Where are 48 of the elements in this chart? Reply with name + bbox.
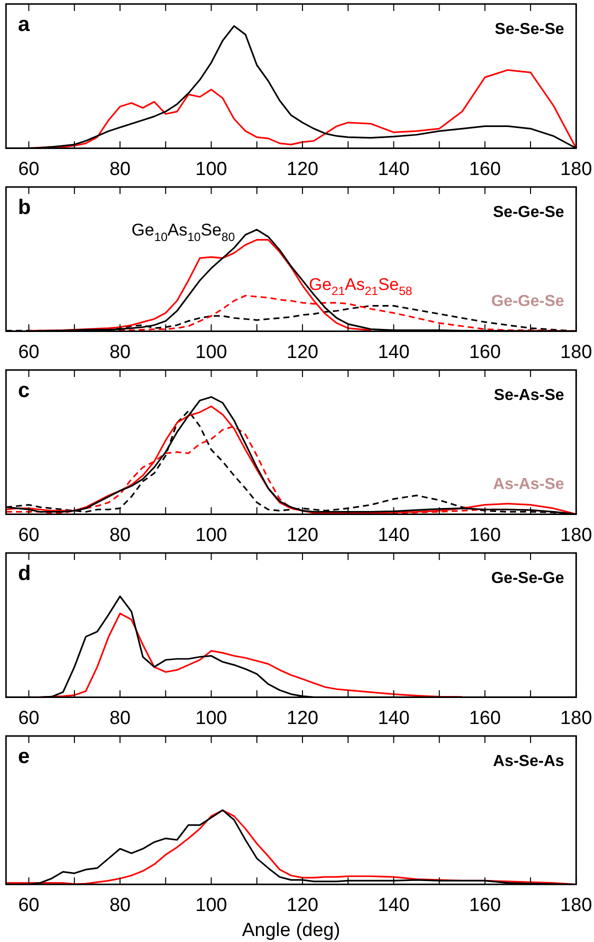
x-tick-label: 180 bbox=[560, 342, 592, 363]
x-tick-label: 100 bbox=[195, 158, 228, 180]
text: Se-Ge-Se bbox=[493, 204, 564, 221]
x-tick-label: 100 bbox=[195, 342, 228, 363]
x-tick-label: 140 bbox=[378, 524, 410, 546]
x-tick-label: 180 bbox=[560, 524, 592, 546]
x-tick-label: 120 bbox=[286, 895, 318, 916]
text: As-Se-As bbox=[493, 753, 564, 770]
chart-title: e bbox=[18, 745, 30, 768]
x-tick-label: 80 bbox=[109, 895, 131, 916]
x-tick-label: 140 bbox=[378, 158, 410, 180]
chart-title: d bbox=[18, 562, 31, 585]
x-tick-label: 80 bbox=[109, 158, 131, 180]
x-tick-label: 160 bbox=[469, 895, 501, 916]
annotation: Se-As-Se bbox=[494, 387, 564, 404]
chart-title: c bbox=[18, 379, 30, 402]
x-tick-label: 160 bbox=[469, 708, 501, 729]
chart-title: a bbox=[18, 13, 30, 36]
x-tick-label: 140 bbox=[378, 708, 410, 729]
annotation: Ge-Ge-Se bbox=[491, 293, 564, 310]
x-tick-label: 60 bbox=[18, 524, 40, 546]
x-tick-label: 160 bbox=[469, 158, 501, 180]
x-tick-label: 120 bbox=[286, 708, 318, 729]
x-tick-label: 160 bbox=[469, 524, 501, 546]
x-tick-label: 180 bbox=[560, 158, 592, 180]
annotation: As-As-Se bbox=[493, 476, 564, 494]
x-tick-label: 80 bbox=[109, 708, 131, 729]
x-tick-label: 60 bbox=[18, 708, 40, 729]
annotation: Se-Se-Se bbox=[494, 21, 564, 38]
x-tick-label: 100 bbox=[195, 524, 228, 546]
x-tick-label: 80 bbox=[109, 524, 131, 546]
x-tick-label: 140 bbox=[378, 895, 410, 916]
x-tick-label: 60 bbox=[18, 895, 40, 916]
x-tick-label: 120 bbox=[286, 342, 318, 363]
x-tick-label: 160 bbox=[469, 342, 501, 363]
x-tick-label: 120 bbox=[286, 524, 318, 546]
x-tick-label: 120 bbox=[286, 158, 318, 180]
x-axis-title: Angle (deg) bbox=[242, 920, 340, 941]
x-tick-label: 180 bbox=[560, 895, 592, 916]
x-tick-label: 80 bbox=[109, 342, 131, 363]
x-tick-label: 180 bbox=[560, 708, 592, 729]
text: Ge-Se-Ge bbox=[491, 570, 564, 587]
x-tick-label: 60 bbox=[18, 342, 40, 363]
x-tick-label: 140 bbox=[378, 342, 410, 363]
chart-title: b bbox=[18, 196, 31, 219]
x-tick-label: 100 bbox=[195, 895, 228, 916]
x-tick-label: 60 bbox=[18, 158, 40, 180]
x-tick-label: 100 bbox=[195, 708, 228, 729]
